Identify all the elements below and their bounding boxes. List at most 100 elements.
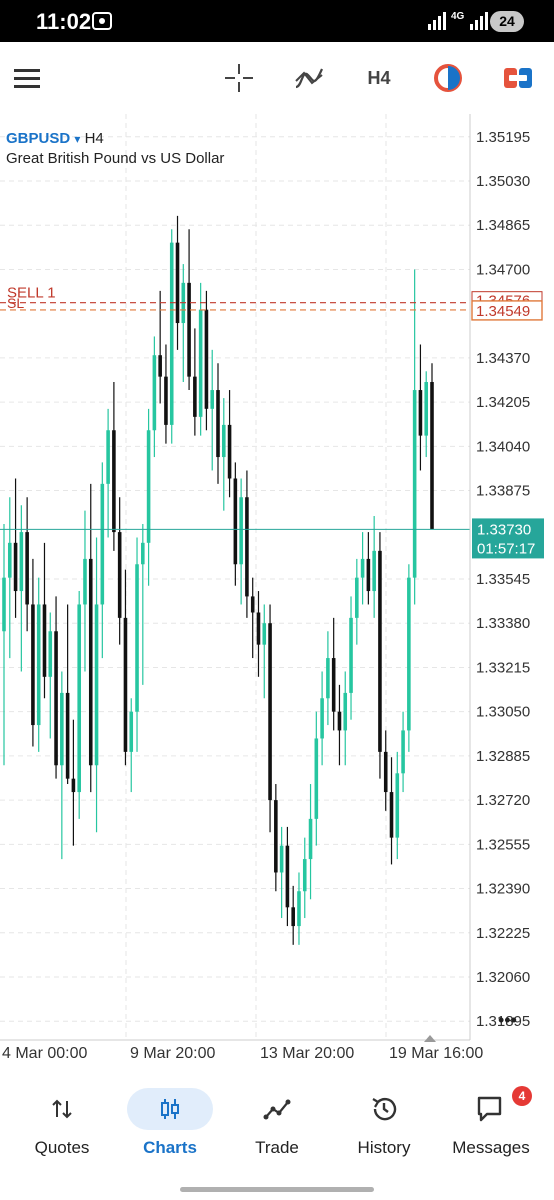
candle-body (331, 658, 336, 712)
screen-record-icon (92, 12, 112, 30)
candle-body (65, 692, 70, 779)
candle-body (343, 692, 348, 731)
candle-body (204, 309, 209, 409)
candle-body (389, 792, 394, 838)
candle-body (129, 711, 134, 752)
candle-body (320, 698, 324, 739)
nav-messages[interactable]: 4 Messages (437, 1086, 545, 1168)
symbol-timeframe: H4 (84, 130, 104, 147)
price-label: 1.32720 (476, 792, 530, 809)
candle-body (285, 845, 290, 908)
indicators-button[interactable] (289, 58, 329, 98)
candle-body (106, 430, 110, 484)
candle-body (169, 242, 174, 425)
candle-body (77, 604, 81, 793)
symbol-name[interactable]: GBPUSD (6, 130, 71, 147)
nav-trade[interactable]: Trade (223, 1088, 331, 1168)
trade-toggle-icon (504, 68, 532, 88)
candle-body (401, 730, 405, 774)
bid-price-label: 1.33730 (477, 521, 531, 538)
price-label: 1.33545 (476, 571, 530, 588)
candle-body (112, 430, 116, 533)
candle-body (360, 558, 365, 578)
scroll-end-icon (424, 1035, 436, 1042)
candle-body (430, 382, 434, 530)
indicators-icon (295, 68, 324, 89)
menu-button[interactable] (7, 58, 47, 98)
candle-body (83, 558, 87, 605)
candle-body (193, 376, 197, 417)
candle-body (395, 773, 400, 838)
nav-history-label: History (357, 1138, 411, 1157)
one-click-trade-button[interactable] (498, 58, 538, 98)
price-label: 1.31895 (476, 1013, 530, 1030)
candle-countdown: 01:57:17 (477, 540, 535, 557)
candle-body (302, 859, 307, 892)
candle-body (25, 532, 29, 605)
crosshair-button[interactable] (219, 58, 259, 98)
candle-body (268, 623, 272, 801)
candle-body (146, 430, 151, 543)
candle-body (198, 309, 203, 417)
price-label: 1.35030 (476, 173, 530, 190)
nav-quotes-label: Quotes (34, 1138, 90, 1157)
price-label: 1.32225 (476, 925, 530, 942)
signal-icon-2 (470, 12, 488, 30)
candle-body (13, 542, 18, 592)
price-label: 1.32885 (476, 748, 530, 765)
color-scheme-button[interactable] (428, 58, 468, 98)
candle-body (42, 604, 47, 677)
messages-badge: 4 (512, 1086, 532, 1106)
status-time: 11:02 (36, 9, 92, 34)
price-label: 1.34040 (476, 438, 530, 455)
time-label: 19 Mar 16:00 (389, 1045, 483, 1062)
sell-order-label: SELL 1 (7, 285, 56, 302)
more-options-icon[interactable]: ••• (498, 1010, 517, 1030)
candle-body (54, 631, 58, 766)
candle-body (378, 550, 382, 752)
candle-body (60, 692, 64, 766)
battery-indicator: 24 (490, 11, 524, 32)
candle-body (355, 577, 359, 618)
nav-history[interactable]: History (330, 1088, 438, 1168)
crosshair-icon (225, 64, 253, 92)
symbol-dropdown-icon[interactable]: ▾ (74, 132, 81, 146)
candle-body (7, 542, 12, 578)
candle-body (210, 390, 215, 409)
candle-body (152, 355, 157, 431)
candle-body (245, 497, 249, 597)
nav-charts-label: Charts (143, 1138, 197, 1157)
candle-body (36, 604, 41, 726)
candle-body (326, 658, 330, 699)
nav-messages-label: Messages (452, 1138, 530, 1157)
candle-body (216, 390, 220, 458)
candle-body (274, 800, 278, 873)
candle-body (418, 390, 423, 436)
price-label: 1.32555 (476, 836, 530, 853)
timeframe-button[interactable]: H4 (359, 58, 399, 98)
candle-body (366, 558, 371, 592)
quotes-icon (52, 1099, 72, 1119)
time-label: 13 Mar 20:00 (260, 1045, 354, 1062)
nav-charts[interactable]: Charts (116, 1088, 224, 1168)
candle-body (297, 891, 301, 927)
candle-body (314, 738, 319, 819)
price-chart[interactable]: SL SELL 1 1.35195 1.35030 1.34865 1.34700 1.3… (0, 114, 554, 1070)
sl-price-label: 1.34549 (476, 303, 530, 320)
price-label: 1.34865 (476, 217, 530, 234)
network-type: 4G (451, 11, 465, 22)
price-label: 1.35195 (476, 129, 530, 146)
candle-body (117, 532, 122, 618)
candle-body (291, 907, 295, 927)
candle-body (141, 542, 145, 565)
symbol-header[interactable]: GBPUSD ▾ H4 (6, 130, 104, 147)
color-circle-icon (434, 64, 462, 92)
sl-price-tag (471, 300, 543, 321)
candle-body (135, 564, 139, 712)
charts-icon (161, 1099, 179, 1119)
candle-body (71, 778, 76, 793)
nav-quotes[interactable]: Quotes (8, 1088, 116, 1168)
candle-body (123, 617, 128, 752)
timeframe-label: H4 (367, 67, 391, 88)
